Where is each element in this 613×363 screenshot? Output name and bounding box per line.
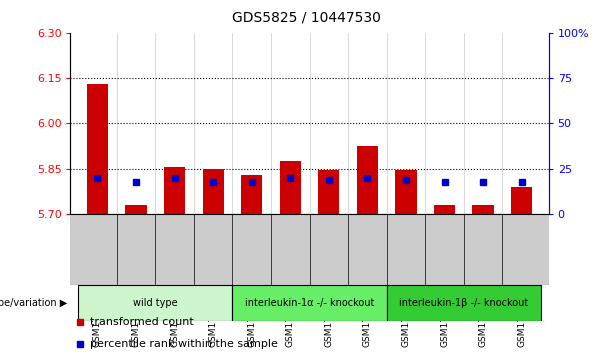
Bar	[473, 205, 493, 214]
Bar	[434, 205, 455, 214]
Bar	[511, 187, 532, 214]
Text: interleukin-1β -/- knockout: interleukin-1β -/- knockout	[399, 298, 528, 308]
Bar	[202, 169, 224, 214]
Bar	[318, 170, 340, 214]
Text: GDS5825 / 10447530: GDS5825 / 10447530	[232, 11, 381, 25]
Bar	[280, 161, 301, 214]
Text: wild type: wild type	[133, 298, 178, 308]
Bar	[357, 146, 378, 214]
Bar	[387, 285, 541, 322]
Text: transformed count: transformed count	[89, 317, 193, 327]
Bar	[126, 205, 147, 214]
Bar	[395, 170, 417, 214]
Text: interleukin-1α -/- knockout: interleukin-1α -/- knockout	[245, 298, 375, 308]
Bar	[232, 285, 387, 322]
Text: genotype/variation ▶: genotype/variation ▶	[0, 298, 67, 308]
Bar	[164, 167, 185, 214]
Bar	[241, 175, 262, 214]
Text: percentile rank within the sample: percentile rank within the sample	[89, 339, 278, 349]
Bar	[78, 285, 232, 322]
Bar	[87, 84, 108, 214]
